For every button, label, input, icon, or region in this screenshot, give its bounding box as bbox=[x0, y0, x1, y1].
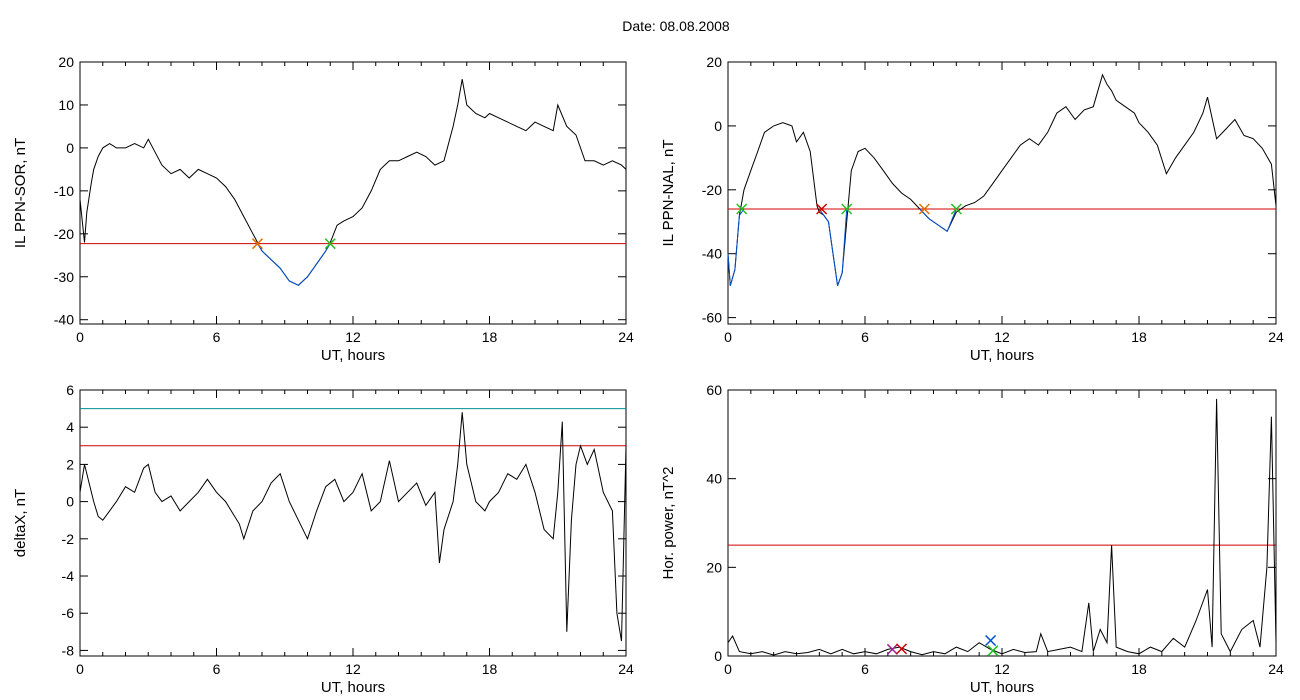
x-marker-2-5 bbox=[950, 203, 962, 215]
y-axis-label-1: IL PPN-SOR, nT bbox=[12, 138, 29, 248]
x-tick-label-3-1: 0 bbox=[76, 661, 84, 677]
y-tick-label-2-1: -60 bbox=[702, 310, 722, 326]
x-tick-label-1-1: 0 bbox=[76, 329, 84, 345]
x-tick-label-1-4: 18 bbox=[482, 329, 498, 345]
x-tick-label-2-4: 18 bbox=[1131, 329, 1147, 345]
plot-frame-2 bbox=[727, 61, 1277, 325]
y-tick-label-1-6: 10 bbox=[58, 97, 74, 113]
y-axis-label-4: Hor. power, nT^2 bbox=[660, 467, 677, 580]
series-line-2-4 bbox=[919, 208, 957, 233]
x-tick-label-1-3: 12 bbox=[345, 329, 361, 345]
plot-frame-3 bbox=[79, 389, 627, 657]
x-tick-label-2-2: 6 bbox=[861, 329, 869, 345]
series-line-2-2 bbox=[727, 208, 745, 286]
plot-frame-1 bbox=[79, 61, 627, 325]
y-tick-label-3-1: -8 bbox=[62, 642, 75, 658]
y-tick-label-1-1: -40 bbox=[54, 312, 74, 328]
y-tick-label-1-3: -20 bbox=[54, 226, 74, 242]
y-tick-label-3-8: 6 bbox=[66, 382, 74, 398]
series-line-4-1 bbox=[727, 398, 1277, 656]
x-tick-label-1-5: 24 bbox=[618, 329, 634, 345]
plot-frame-4 bbox=[727, 389, 1277, 657]
y-axis-label-2: IL PPN-NAL, nT bbox=[660, 140, 677, 247]
x-marker-1-2 bbox=[324, 238, 336, 250]
y-axis-label-3: deltaX, nT bbox=[12, 489, 29, 557]
y-tick-label-2-2: -40 bbox=[702, 246, 722, 262]
x-marker-2-1 bbox=[736, 203, 748, 215]
y-tick-label-2-3: -20 bbox=[702, 182, 722, 198]
x-tick-label-4-2: 6 bbox=[861, 661, 869, 677]
x-tick-label-4-3: 12 bbox=[994, 661, 1010, 677]
x-tick-label-2-1: 0 bbox=[724, 329, 732, 345]
series-line-2-1 bbox=[727, 73, 1277, 286]
y-tick-label-1-4: -10 bbox=[54, 183, 74, 199]
y-tick-label-2-5: 20 bbox=[706, 54, 722, 70]
x-tick-label-4-1: 0 bbox=[724, 661, 732, 677]
y-tick-label-3-4: -2 bbox=[62, 531, 75, 547]
x-marker-4-4 bbox=[987, 645, 999, 657]
y-tick-label-3-3: -4 bbox=[62, 568, 75, 584]
x-axis-label-1: UT, hours bbox=[321, 347, 385, 364]
x-tick-label-3-3: 12 bbox=[345, 661, 361, 677]
x-marker-2-4 bbox=[918, 203, 930, 215]
y-tick-label-4-3: 40 bbox=[706, 471, 722, 487]
x-tick-label-3-2: 6 bbox=[213, 661, 221, 677]
x-marker-2-2 bbox=[816, 203, 828, 215]
y-tick-label-1-2: -30 bbox=[54, 269, 74, 285]
x-tick-label-3-5: 24 bbox=[618, 661, 634, 677]
series-line-3-1 bbox=[79, 412, 627, 642]
y-tick-label-4-4: 60 bbox=[706, 382, 722, 398]
x-axis-label-2: UT, hours bbox=[970, 347, 1034, 364]
x-tick-label-2-3: 12 bbox=[994, 329, 1010, 345]
series-line-2-3 bbox=[818, 208, 848, 286]
y-tick-label-2-4: 0 bbox=[714, 118, 722, 134]
series-line-1-1 bbox=[79, 79, 627, 286]
y-tick-label-4-1: 0 bbox=[714, 648, 722, 664]
x-marker-4-2 bbox=[896, 643, 908, 655]
y-tick-label-1-7: 20 bbox=[58, 54, 74, 70]
x-tick-label-1-2: 6 bbox=[213, 329, 221, 345]
x-tick-label-4-5: 24 bbox=[1268, 661, 1284, 677]
y-tick-label-4-2: 20 bbox=[706, 559, 722, 575]
date-title: Date: 08.08.2008 bbox=[622, 18, 730, 34]
y-tick-label-3-6: 2 bbox=[66, 456, 74, 472]
x-marker-4-1 bbox=[886, 643, 898, 655]
x-tick-label-2-5: 24 bbox=[1268, 329, 1284, 345]
x-marker-4-3 bbox=[985, 634, 997, 647]
x-marker-2-3 bbox=[841, 203, 853, 215]
y-tick-label-1-5: 0 bbox=[66, 140, 74, 156]
y-tick-label-3-5: 0 bbox=[66, 494, 74, 510]
x-axis-label-3: UT, hours bbox=[321, 679, 385, 696]
y-tick-label-3-2: -6 bbox=[62, 605, 75, 621]
x-tick-label-3-4: 18 bbox=[482, 661, 498, 677]
x-axis-label-4: UT, hours bbox=[970, 679, 1034, 696]
x-marker-1-1 bbox=[251, 238, 263, 250]
x-tick-label-4-4: 18 bbox=[1131, 661, 1147, 677]
series-line-1-2 bbox=[257, 243, 331, 286]
y-tick-label-3-7: 4 bbox=[66, 419, 74, 435]
